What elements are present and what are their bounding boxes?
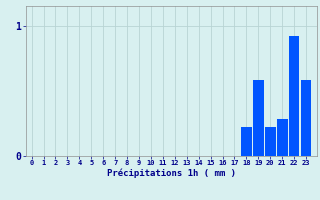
Bar bbox=[253, 80, 264, 156]
Bar bbox=[265, 127, 276, 156]
Bar bbox=[277, 119, 288, 156]
X-axis label: Précipitations 1h ( mm ): Précipitations 1h ( mm ) bbox=[107, 169, 236, 178]
Bar bbox=[241, 127, 252, 156]
Bar bbox=[301, 80, 311, 156]
Bar bbox=[289, 36, 300, 156]
